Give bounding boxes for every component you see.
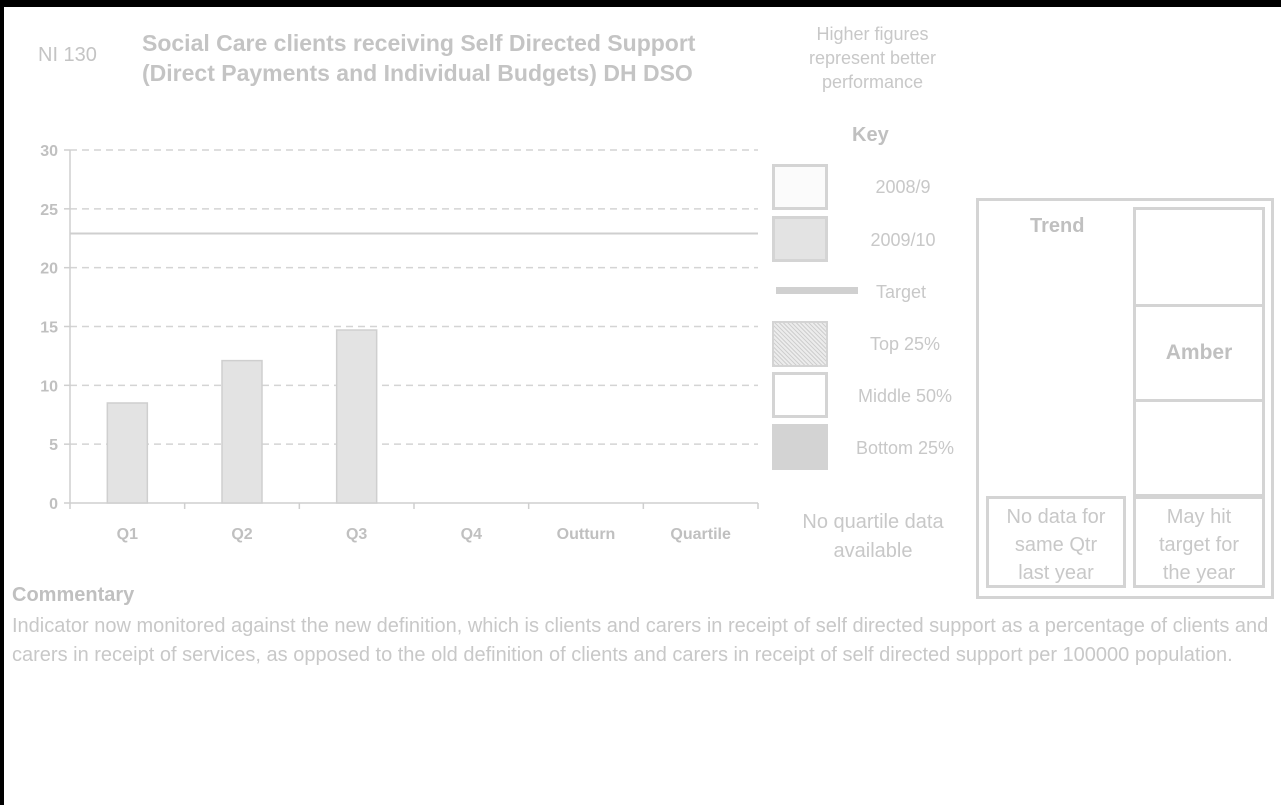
key-label-target: Target <box>875 282 927 302</box>
rag-status-label: Amber <box>1165 341 1233 364</box>
key-label-middle50: Middle 50% <box>857 386 953 406</box>
key-swatch-2009 <box>772 216 828 262</box>
x-tick-label-q2: Q2 <box>231 526 252 543</box>
chart-heading-line1: Social Care clients receiving Self Direc… <box>142 30 696 56</box>
x-tick-label-q4: Q4 <box>461 526 482 543</box>
key-swatch-top25 <box>772 321 828 367</box>
x-tick-label-q3: Q3 <box>346 526 367 543</box>
performance-note-line2: represent better <box>808 48 937 68</box>
indicator-code: NI 130 <box>38 44 97 66</box>
no-quartile-line2: available <box>833 540 913 562</box>
key-title: Key <box>852 124 889 146</box>
bar-q2-2009-10 <box>221 359 263 504</box>
target-note-line3: the year <box>1162 562 1236 584</box>
target-note-line1: May hit <box>1166 506 1232 528</box>
x-tick-label-quartile: Quartile <box>670 526 731 543</box>
chart-heading-line2: (Direct Payments and Individual Budgets)… <box>142 60 693 86</box>
key-swatch-middle50 <box>772 372 828 418</box>
target-note-box: May hit target for the year <box>1133 496 1265 588</box>
trend-note-line2: same Qtr <box>1014 534 1098 556</box>
chart-heading: Social Care clients receiving Self Direc… <box>142 28 772 88</box>
rag-divider-bottom <box>1136 399 1262 402</box>
x-tick-label-q1: Q1 <box>117 526 138 543</box>
key-label-top25: Top 25% <box>869 334 941 354</box>
y-tick-label-15: 15 <box>40 320 58 337</box>
performance-note: Higher figures represent better performa… <box>790 22 955 94</box>
no-quartile-note: No quartile data available <box>780 508 966 566</box>
commentary-heading: Commentary <box>12 584 135 606</box>
target-note-line2: target for <box>1158 534 1240 556</box>
y-tick-label-25: 25 <box>40 202 58 219</box>
y-tick-label-0: 0 <box>49 496 58 513</box>
performance-note-line3: performance <box>821 72 924 92</box>
y-tick-label-5: 5 <box>49 437 58 454</box>
x-tick-label-outturn: Outturn <box>557 526 616 543</box>
key-label-2009: 2009/10 <box>870 230 936 250</box>
trend-title: Trend <box>1030 215 1085 237</box>
no-quartile-line1: No quartile data <box>802 511 944 533</box>
trend-note-line1: No data for <box>1006 506 1106 528</box>
key-label-2008: 2008/9 <box>875 177 931 197</box>
y-tick-label-10: 10 <box>40 378 58 395</box>
key-label-bottom25: Bottom 25% <box>855 438 955 458</box>
trend-note-box: No data for same Qtr last year <box>986 496 1126 588</box>
bar-q3-2009-10 <box>335 329 378 504</box>
trend-note-line3: last year <box>1018 562 1094 584</box>
rag-divider-top <box>1136 304 1262 307</box>
bar-chart: 0 5 10 15 20 25 30 Q1 Q2 Q3 Q4 Outturn Quartile <box>40 143 759 543</box>
key-swatch-bottom25 <box>772 424 828 470</box>
y-tick-label-30: 30 <box>40 143 58 160</box>
y-tick-label-20: 20 <box>40 261 58 278</box>
commentary-text: Indicator now monitored against the new … <box>12 615 1269 666</box>
rag-status-column: Amber <box>1133 207 1265 497</box>
trend-panel <box>976 198 1274 599</box>
performance-note-line1: Higher figures <box>816 24 929 44</box>
key-swatch-target <box>776 287 858 294</box>
bar-q1-2009-10 <box>106 402 149 504</box>
key-swatch-2008 <box>772 164 828 210</box>
